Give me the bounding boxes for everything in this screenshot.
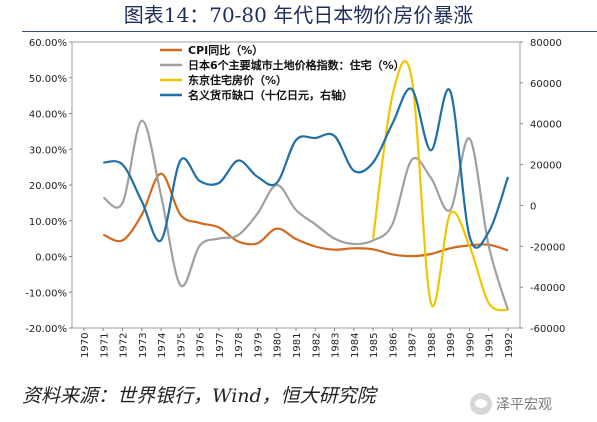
legend-money-gap-label: 名义货币缺口（十亿日元，右轴）: [188, 88, 353, 102]
title-divider: [22, 31, 597, 32]
x-axis-tick-label: 1988: [427, 333, 438, 358]
right-axis-tick-label: 60000: [530, 79, 562, 90]
x-axis-tick-label: 1981: [292, 333, 303, 358]
x-axis-tick-label: 1992: [504, 333, 515, 358]
x-axis-tick-label: 1979: [253, 333, 264, 358]
legend-tokyo-housing-label: 东京住宅房价（%）: [188, 73, 287, 87]
legend-cpi-label: CPI同比（%）: [188, 43, 263, 57]
x-axis-tick-label: 1986: [388, 333, 399, 358]
left-axis-tick-label: 10.00%: [29, 217, 67, 228]
tokyo-housing-line: [372, 60, 509, 312]
x-axis-tick-label: 1970: [80, 333, 91, 358]
chart-axes: 60.00% 50.00% 40.00% 30.00% 20.00% 10.00% 0.00…: [25, 38, 565, 358]
money-gap-line: [103, 87, 510, 249]
left-axis-tick-label: 40.00%: [29, 110, 67, 121]
x-axis-tick-label: 1972: [119, 333, 130, 358]
left-axis-tick-label: -20.00%: [25, 324, 67, 335]
cpi-line: [102, 172, 509, 258]
chart-series: [102, 60, 510, 312]
plot-frame: [71, 41, 521, 329]
right-axis-tick-label: 40000: [530, 120, 562, 131]
x-axis-tick-label: 1989: [446, 333, 457, 358]
right-axis-tick-label: 20000: [530, 161, 562, 172]
x-axis-tick-label: 1987: [408, 333, 419, 358]
x-axis-tick-label: 1971: [99, 333, 110, 358]
chart-title: 图表14：70-80 年代日本物价房价暴涨: [123, 3, 474, 27]
watermark-text: 泽平宏观: [496, 397, 552, 413]
right-axis-tick-label: -20000: [530, 242, 565, 253]
watermark: 泽平宏观: [470, 392, 552, 416]
x-axis-tick-label: 1975: [176, 333, 187, 358]
x-axis-tick-label: 1980: [273, 333, 284, 358]
x-axis-tick-label: 1985: [369, 333, 380, 358]
x-axis-tick-label: 1974: [157, 333, 168, 358]
left-axis-tick-label: 60.00%: [29, 38, 67, 49]
x-axis-tick-label: 1976: [196, 333, 207, 358]
wechat-icon: [470, 393, 492, 415]
left-axis-tick-label: 20.00%: [29, 181, 67, 192]
left-axis-tick-label: 30.00%: [29, 145, 67, 156]
right-axis-tick-label: -40000: [530, 283, 565, 294]
land-price-line: [102, 119, 510, 311]
left-axis-tick-label: 50.00%: [29, 74, 67, 85]
left-axis-tick-label: 0.00%: [35, 253, 67, 264]
line-chart: 60.00% 50.00% 40.00% 30.00% 20.00% 10.00% 0.00…: [25, 38, 565, 358]
right-axis-tick-label: 80000: [530, 38, 562, 49]
right-axis-tick-label: 0: [530, 201, 536, 212]
x-axis-tick-label: 1991: [485, 333, 496, 358]
x-axis-tick-label: 1990: [465, 333, 476, 358]
x-axis-tick-label: 1984: [350, 333, 361, 358]
right-axis-tick-label: -60000: [530, 324, 565, 335]
legend-land-price-label: 日本6个主要城市土地价格指数：住宅（%）: [188, 58, 405, 72]
x-axis-tick-label: 1982: [311, 333, 322, 358]
x-axis-tick-label: 1973: [138, 333, 149, 358]
x-axis-tick-label: 1983: [331, 333, 342, 358]
source-note: 资料来源：世界银行，Wind，恒大研究院: [22, 385, 376, 407]
chart-legend: CPI同比（%）日本6个主要城市土地价格指数：住宅（%）东京住宅房价（%）名义货…: [160, 43, 405, 102]
x-axis-tick-label: 1977: [215, 333, 226, 358]
left-axis-tick-label: -10.00%: [25, 288, 67, 299]
x-axis-tick-label: 1978: [234, 333, 245, 358]
